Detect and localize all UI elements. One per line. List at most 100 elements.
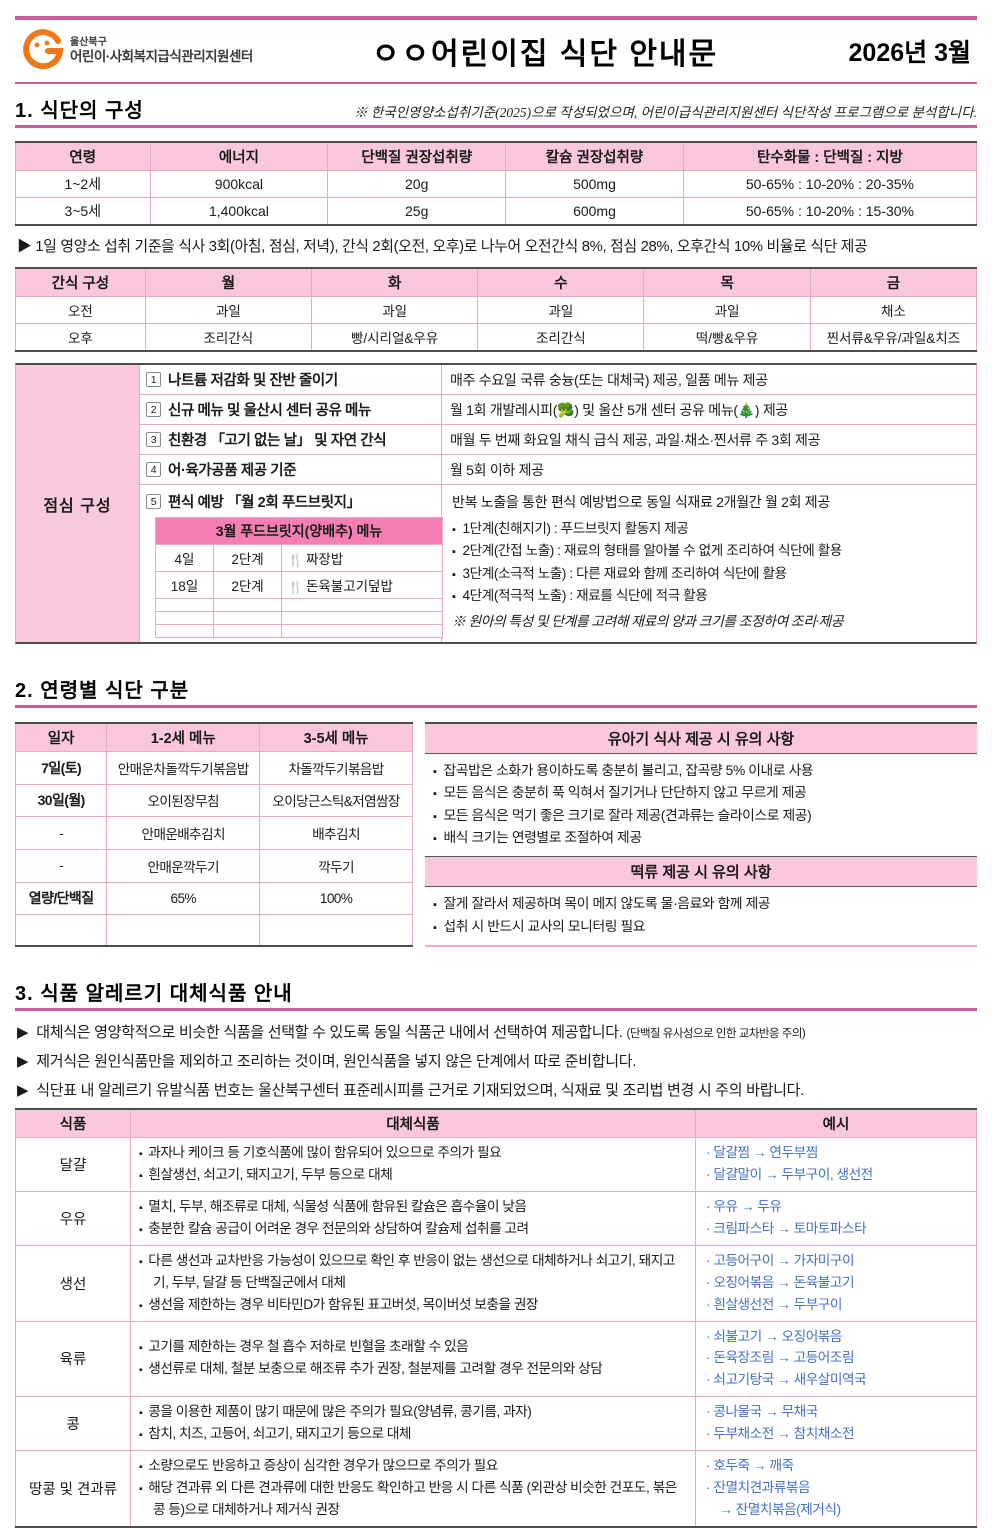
table-row: 열량/단백질 65% 100% (14, 881, 413, 916)
table-row (14, 914, 413, 947)
column-header: 1-2세 메뉴 (106, 722, 261, 752)
section3-underline (15, 1008, 977, 1012)
cell: 4일 (155, 544, 214, 572)
cell (213, 624, 282, 638)
note-item: 잘게 잘라서 제공하며 목이 메지 않도록 물·음료와 함께 제공 (433, 893, 971, 915)
lunch-item-title-text: 편식 예방 「월 2회 푸드브릿지」 (168, 495, 361, 511)
snack-table: 간식 구성 월 화 수 목 금 오전 과일 과일 과일 과일 채소 오후 조리간… (15, 267, 978, 352)
lunch-item-desc: 월 5회 이하 제공 (450, 461, 544, 478)
utensils-icon: 🍴 (288, 553, 303, 567)
substitution-item: 소량으로도 반응하고 증상이 심각한 경우가 많으므로 주의가 필요 (139, 1455, 689, 1477)
example-item: · 달걀말이 → 두부구이, 생선전 (706, 1166, 873, 1182)
table-row: 30일(월) 오이된장무침 오이당근스틱&저염쌈장 (14, 783, 413, 818)
example-item: · 달걀찜 → 연두부찜 (706, 1145, 818, 1161)
daily-ratio-note: ▶ 1일 영양소 섭취 기준을 식사 3회(아침, 점심, 저녁), 간식 2회… (17, 239, 868, 255)
allergen-name: 우유 (15, 1190, 131, 1246)
column-header: 일자 (14, 722, 108, 752)
cell: 25g (327, 197, 507, 226)
header-divider (15, 82, 977, 84)
lunch-item-desc: 월 1회 개발레시피(🥦) 및 울산 5개 센터 공유 메뉴(🎄) 제공 (450, 401, 789, 418)
page-title: ㅇㅇ어린이집 식단 안내문 (371, 38, 719, 71)
cell: 안매운배추김치 (106, 816, 261, 850)
note-item: 배식 크기는 연령별로 조절하여 제공 (433, 827, 971, 849)
example-item: · 돈육장조림 → 고등어조림 (706, 1350, 855, 1366)
lunch-label: 점심 구성 (16, 365, 140, 642)
cell (213, 598, 282, 612)
column-header: 3-5세 메뉴 (259, 722, 413, 752)
doc-date: 2026년 3월 (848, 39, 971, 67)
column-header: 에너지 (149, 141, 329, 171)
cell: 7일(토) (14, 751, 108, 785)
intro-text: 식단표 내 알레르기 유발식품 번호는 울산북구센터 표준레시피를 근거로 기재… (36, 1082, 805, 1100)
example-item: · 콩나물국 → 무채국 (706, 1404, 818, 1420)
substitution-item: 고기를 제한하는 경우 철 흡수 저하로 빈혈을 초래할 수 있음 (139, 1336, 689, 1358)
section2-content: 일자 1-2세 메뉴 3-5세 메뉴 7일(토) 안매운차돌깍두기볶음밥 차돌깍… (14, 722, 977, 948)
item-number-badge: 4 (146, 462, 161, 477)
infant-notes-title: 유아기 식사 제공 시 유의 사항 (425, 724, 977, 754)
table-row: 4일 2단계 🍴 짜장밥 (155, 544, 443, 572)
example-cell: · 우유 → 두유 · 크림파스타 → 토마토파스타 (695, 1190, 977, 1246)
example-item: · 오징어볶음 → 돈육불고기 (706, 1274, 855, 1290)
lunch-item-row: 3 친환경 「고기 없는 날」 및 자연 간식 매월 두 번째 화요일 채식 급식… (140, 425, 976, 455)
table-row: - 안매운배추김치 배추김치 (14, 816, 413, 850)
section1-header: 1. 식단의 구성 ※ 한국인영양소섭취기준(2025)으로 작성되었으며, 어… (15, 94, 977, 123)
cell (281, 611, 443, 625)
table-row: - 안매운깍두기 깍두기 (14, 848, 413, 883)
foodbridge-menu-table: 3월 푸드브릿지(양배추) 메뉴 4일 2단계 🍴 짜장밥 18일 2단계 (155, 517, 443, 638)
cell: 안매운차돌깍두기볶음밥 (106, 751, 261, 785)
column-header: 식품 (15, 1108, 131, 1139)
feeding-notes-panel: 유아기 식사 제공 시 유의 사항 잡곡밥은 소화가 용이하도록 충분히 불리고… (425, 722, 977, 948)
column-header: 수 (477, 267, 645, 297)
substitution-item: 충분한 칼슘 공급이 어려운 경우 전문의와 상담하여 칼슘제 섭취를 고려 (139, 1218, 689, 1240)
substitution-item: 흰살생선, 쇠고기, 돼지고기, 두부 등으로 대체 (139, 1164, 689, 1186)
cell: 2단계 (213, 544, 282, 572)
lunch-item-title: 5 편식 예방 「월 2회 푸드브릿지」 (146, 491, 437, 512)
top-divider (15, 16, 977, 20)
cell (155, 598, 214, 612)
item-number-badge: 5 (146, 494, 161, 509)
table-row: 1~2세 900kcal 20g 500mg 50-65% : 10-20% :… (15, 170, 978, 198)
example-cell: · 달걀찜 → 연두부찜 · 달걀말이 → 두부구이, 생선전 (695, 1137, 977, 1192)
substitution-cell: 멸치, 두부, 해조류로 대체, 식물성 식품에 함유된 칼슘은 흡수율이 낮음… (130, 1190, 696, 1246)
note-item: 모든 음식은 먹기 좋은 크기로 잘라 제공(견과류는 슬라이스로 제공) (433, 805, 971, 827)
foodbridge-steps: 1단계(친해지기) : 푸드브릿지 활동지 제공 2단계(간접 노출) : 재료… (452, 518, 968, 607)
lunch-body: 1 나트륨 저감화 및 잔반 줄이기 매주 수요일 국류 숭늉(또는 대체국) 제… (140, 365, 976, 642)
substitution-cell: 소량으로도 반응하고 증상이 심각한 경우가 많으므로 주의가 필요 해당 견과… (130, 1450, 696, 1528)
section2-header: 2. 연령별 식단 구분 (15, 674, 977, 703)
age-menu-table: 일자 1-2세 메뉴 3-5세 메뉴 7일(토) 안매운차돌깍두기볶음밥 차돌깍… (14, 722, 413, 948)
cell: 500mg (505, 170, 684, 198)
table-row (155, 624, 443, 638)
lunch-item-title-text: 어·육가공품 제공 기준 (168, 463, 297, 479)
column-header: 예시 (695, 1108, 977, 1139)
item-number-badge: 1 (146, 372, 161, 387)
section3-header: 3. 식품 알레르기 대체식품 안내 (15, 977, 977, 1006)
cell: 과일 (144, 296, 312, 324)
org-name: 울산북구 어린이·사회복지급식관리지원센터 (70, 37, 253, 64)
item-number-badge: 3 (146, 432, 161, 447)
allergen-name: 생선 (15, 1244, 131, 1322)
foodbridge-description: 반복 노출을 통한 편식 예방법으로 동일 식재료 2개월간 월 2회 제공 1… (442, 485, 976, 642)
cell: 채소 (809, 296, 978, 324)
ricecake-notes-title: 떡류 제공 시 유의 사항 (425, 857, 977, 888)
cell: 65% (106, 881, 261, 916)
intro-line: ▶ 제거식은 원인식품만을 제외하고 조리하는 것이며, 원인식품을 넣지 않은 … (17, 1050, 975, 1071)
table-row: 7일(토) 안매운차돌깍두기볶음밥 차돌깍두기볶음밥 (14, 751, 413, 785)
example-cell: · 쇠불고기 → 오징어볶음 · 돈육장조림 → 고등어조림 · 쇠고기탕국 →… (695, 1320, 977, 1398)
substitution-item: 생선을 제한하는 경우 비타민D가 함유된 표고버섯, 목이버섯 보충을 권장 (139, 1294, 689, 1316)
utensils-icon: 🍴 (288, 580, 303, 594)
lunch-item-title: 3 친환경 「고기 없는 날」 및 자연 간식 (140, 425, 442, 454)
arrow-marker: ▶ (17, 1024, 29, 1042)
lunch-item-title-text: 신규 메뉴 및 울산시 센터 공유 메뉴 (168, 403, 371, 419)
example-item: · 호두죽 → 깨죽 (706, 1458, 794, 1474)
column-header: 월 (144, 267, 312, 297)
table-header-row: 연령 에너지 단백질 권장섭취량 칼슘 권장섭취량 탄수화물 : 단백질 : 지… (15, 141, 978, 171)
cell: 열량/단백질 (14, 881, 108, 916)
cell: 50-65% : 10-20% : 20-35% (682, 170, 978, 198)
lunch-item-title: 2 신규 메뉴 및 울산시 센터 공유 메뉴 (140, 395, 442, 424)
menu-name: 돈육불고기덮밥 (305, 579, 393, 594)
example-cell: · 고등어구이 → 가자미구이 · 오징어볶음 → 돈육불고기 · 흰살생선전 … (695, 1244, 977, 1322)
example-cell: · 호두죽 → 깨죽 · 잔멸치견과류볶음 → 잔멸치볶음(제거식) (695, 1450, 977, 1528)
cell: 3~5세 (15, 197, 151, 226)
nutrition-table: 연령 에너지 단백질 권장섭취량 칼슘 권장섭취량 탄수화물 : 단백질 : 지… (15, 141, 978, 226)
